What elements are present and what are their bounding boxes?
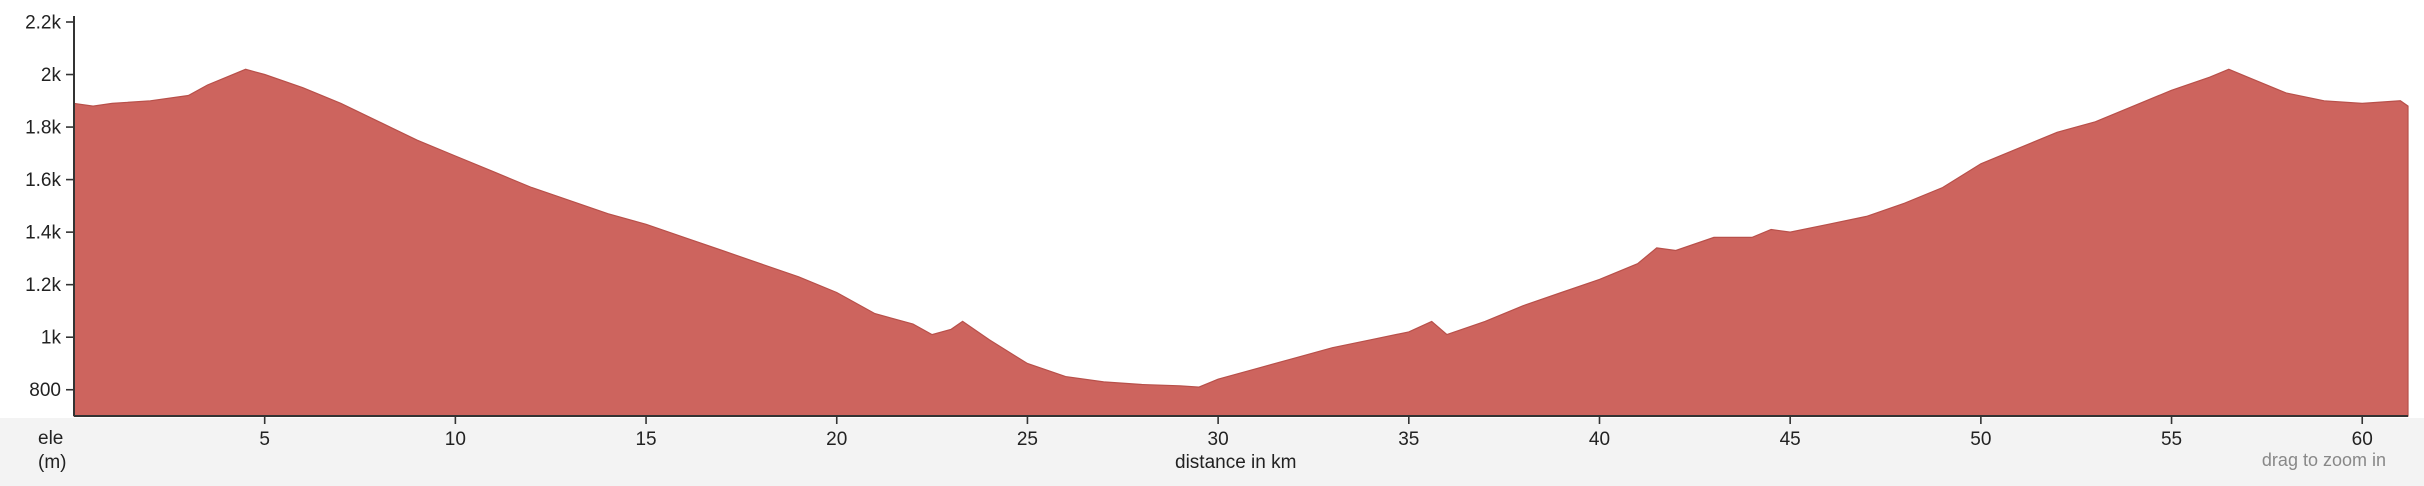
x-tick-label: 15: [635, 429, 656, 450]
x-tick-label: 40: [1589, 429, 1610, 450]
x-tick-label: 35: [1398, 429, 1419, 450]
y-tick-label: 800: [29, 380, 61, 401]
x-tick-label: 10: [445, 429, 466, 450]
y-axis-label-line-1: ele: [38, 428, 64, 449]
x-axis-label: distance in km: [1175, 452, 1297, 473]
y-tick-label: 1.2k: [25, 275, 61, 296]
x-tick-label: 50: [1970, 429, 1991, 450]
elevation-area: [73, 68, 2409, 417]
x-tick-label: 60: [2352, 429, 2373, 450]
x-tick-label: 30: [1208, 429, 1229, 450]
x-tick-label: 20: [826, 429, 847, 450]
x-axis-band: [0, 418, 2424, 486]
y-axis-label-line-2: (m): [38, 452, 67, 473]
x-tick-label: 5: [259, 429, 270, 450]
y-tick-label: 2.2k: [25, 13, 61, 34]
y-tick-label: 1.4k: [25, 223, 61, 244]
y-tick-label: 1.8k: [25, 118, 61, 139]
x-tick-label: 45: [1780, 429, 1801, 450]
x-tick-label: 55: [2161, 429, 2182, 450]
y-tick-label: 1.6k: [25, 170, 61, 191]
x-tick-label: 25: [1017, 429, 1038, 450]
y-tick-label: 1k: [41, 328, 62, 349]
zoom-hint: drag to zoom in: [2261, 450, 2386, 470]
y-tick-label: 2k: [41, 65, 62, 86]
